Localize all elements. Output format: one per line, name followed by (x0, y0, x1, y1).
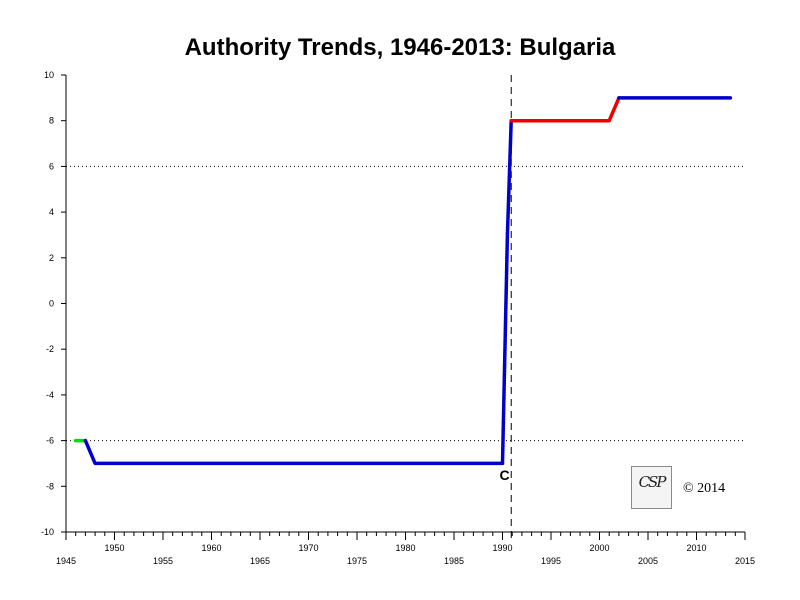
y-tick-label: -8 (46, 481, 54, 491)
y-tick-label: 6 (49, 161, 54, 171)
x-tick-label: 1980 (395, 543, 415, 553)
x-tick-label: 2015 (735, 556, 755, 566)
y-tick-label: 10 (44, 70, 54, 80)
x-tick-label: 2010 (686, 543, 706, 553)
x-tick-label: 1950 (104, 543, 124, 553)
annotation-label: C (499, 467, 509, 483)
axes (61, 74, 746, 540)
tick-labels: 10 8 6 4 2 0 -2 -4 -6 -8 -10 1945 1950 1955 1960 1965 19… (41, 70, 755, 566)
series-lines (73, 96, 733, 466)
series-line-3 (509, 96, 621, 123)
y-tick-label: -6 (46, 436, 54, 446)
y-tick-label: -2 (46, 344, 54, 354)
y-tick-label: 4 (49, 207, 54, 217)
x-tick-label: 1990 (492, 543, 512, 553)
series-line-2 (83, 118, 513, 466)
csp-logo: CSP (631, 466, 672, 509)
x-tick-label: 1975 (347, 556, 367, 566)
y-tick-label: -10 (41, 527, 54, 537)
copyright-text: © 2014 (683, 481, 726, 496)
y-tick-label: 2 (49, 253, 54, 263)
x-tick-label: 2005 (638, 556, 658, 566)
y-tick-label: 8 (49, 116, 54, 126)
y-tick-label: -4 (46, 390, 54, 400)
csp-logo-text: CSP (638, 473, 667, 491)
x-tick-label: 1960 (201, 543, 221, 553)
chart-title: Authority Trends, 1946-2013: Bulgaria (184, 34, 616, 61)
x-tick-label: 1970 (298, 543, 318, 553)
x-tick-label: 1955 (153, 556, 173, 566)
x-tick-label: 1985 (444, 556, 464, 566)
x-tick-label: 1945 (56, 556, 76, 566)
y-tick-label: 0 (49, 299, 54, 309)
x-tick-label: 1995 (541, 556, 561, 566)
x-tick-label: 1965 (250, 556, 270, 566)
x-tick-label: 2000 (589, 543, 609, 553)
